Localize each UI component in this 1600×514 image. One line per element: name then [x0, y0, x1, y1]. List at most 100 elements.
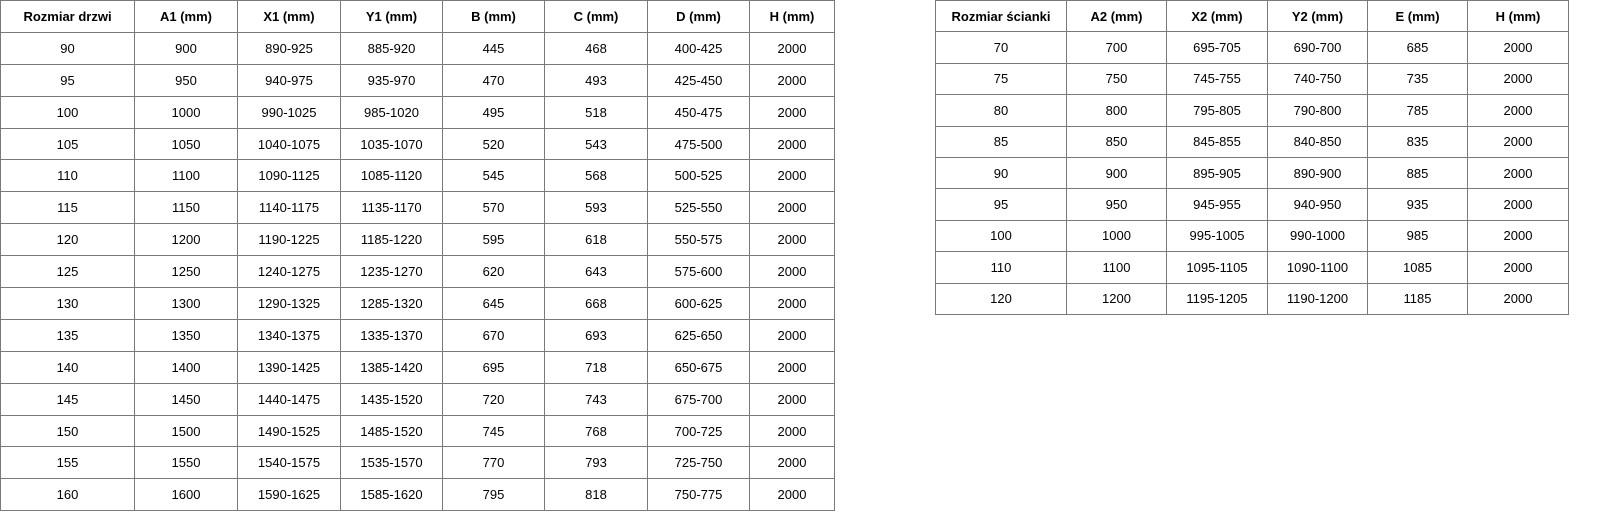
table-cell: 740-750: [1267, 62, 1368, 96]
table-cell: 2000: [749, 255, 835, 289]
table-cell: 1235-1270: [340, 255, 443, 289]
table-cell: 1250: [134, 255, 238, 289]
table-row: 90 900 895-905 890-900 885 2000: [935, 156, 1569, 190]
table-cell: 735: [1367, 62, 1468, 96]
table-cell: 2000: [1467, 188, 1569, 221]
table-row: 115 1150 1140-1175 1135-1170 570 593 525-550 20…: [0, 191, 835, 225]
table-row: 110 1100 1090-1125 1085-1120 545 568 500-525 20…: [0, 159, 835, 193]
table-cell: 468: [544, 31, 648, 65]
table-cell: 2000: [749, 63, 835, 97]
table-cell: 670: [442, 318, 545, 352]
table-cell: 2000: [749, 414, 835, 448]
table-cell: 985-1020: [340, 95, 443, 129]
table-cell: 1335-1370: [340, 318, 443, 352]
table-cell: 2000: [749, 31, 835, 65]
table-cell: 935: [1367, 188, 1468, 221]
table-cell: 985: [1367, 219, 1468, 253]
table-cell: 100: [935, 219, 1067, 253]
table-row: 110 1100 1095-1105 1090-1100 1085 2000: [935, 251, 1569, 284]
table-row: 95 950 940-975 935-970 470 493 425-450 2000: [0, 63, 835, 97]
table-cell: 1550: [134, 446, 238, 480]
column-header: E (mm): [1367, 0, 1468, 33]
table-cell: 2000: [1467, 125, 1569, 158]
table-cell: 575-600: [647, 255, 750, 289]
table-cell: 1190-1200: [1267, 282, 1368, 315]
table-cell: 2000: [749, 446, 835, 480]
table-row: 80 800 795-805 790-800 785 2000: [935, 94, 1569, 127]
table-cell: 795: [442, 478, 545, 512]
table-cell: 625-650: [647, 318, 750, 352]
table-cell: 150: [0, 414, 135, 448]
table-cell: 725-750: [647, 446, 750, 480]
table-cell: 1350: [134, 318, 238, 352]
table-cell: 900: [1066, 156, 1167, 190]
table-row: 130 1300 1290-1325 1285-1320 645 668 600-625 20…: [0, 287, 835, 320]
column-header: Rozmiar ścianki: [935, 0, 1067, 33]
table-cell: 600-625: [647, 287, 750, 320]
table-cell: 785: [1367, 94, 1468, 127]
table-cell: 1095-1105: [1166, 251, 1268, 284]
table-cell: 1000: [134, 95, 238, 129]
table-cell: 525-550: [647, 191, 750, 225]
table-cell: 1540-1575: [237, 446, 341, 480]
table-cell: 568: [544, 159, 648, 193]
table-cell: 545: [442, 159, 545, 193]
table-cell: 1195-1205: [1166, 282, 1268, 315]
table-cell: 2000: [1467, 156, 1569, 190]
table-cell: 2000: [1467, 282, 1569, 315]
table-cell: 840-850: [1267, 125, 1368, 158]
table-cell: 1050: [134, 127, 238, 161]
table-cell: 990-1025: [237, 95, 341, 129]
table-row: 95 950 945-955 940-950 935 2000: [935, 188, 1569, 221]
table-cell: 750: [1066, 62, 1167, 96]
column-header: A2 (mm): [1066, 0, 1167, 33]
column-header: H (mm): [749, 0, 835, 33]
table-cell: 1240-1275: [237, 255, 341, 289]
table-cell: 1135-1170: [340, 191, 443, 225]
table-cell: 950: [134, 63, 238, 97]
column-header: X2 (mm): [1166, 0, 1268, 33]
table-cell: 1585-1620: [340, 478, 443, 512]
table-cell: 425-450: [647, 63, 750, 97]
table-cell: 1185-1220: [340, 223, 443, 257]
table-cell: 1085-1120: [340, 159, 443, 193]
column-header: Y1 (mm): [340, 0, 443, 33]
table-cell: 2000: [749, 191, 835, 225]
table-row: 145 1450 1440-1475 1435-1520 720 743 675-700 20…: [0, 382, 835, 416]
table-cell: 125: [0, 255, 135, 289]
table-cell: 2000: [1467, 219, 1569, 253]
table-cell: 890-900: [1267, 156, 1368, 190]
table-cell: 695: [442, 350, 545, 384]
table-cell: 570: [442, 191, 545, 225]
table-cell: 100: [0, 95, 135, 129]
table-cell: 1590-1625: [237, 478, 341, 512]
table-cell: 1185: [1367, 282, 1468, 315]
table-cell: 1100: [134, 159, 238, 193]
table-cell: 1385-1420: [340, 350, 443, 384]
table-cell: 2000: [749, 159, 835, 193]
table-cell: 668: [544, 287, 648, 320]
table-cell: 1485-1520: [340, 414, 443, 448]
table-cell: 643: [544, 255, 648, 289]
table-cell: 1090-1100: [1267, 251, 1368, 284]
table-cell: 768: [544, 414, 648, 448]
table-cell: 1535-1570: [340, 446, 443, 480]
table-cell: 1600: [134, 478, 238, 512]
table-cell: 2000: [749, 95, 835, 129]
table-cell: 850: [1066, 125, 1167, 158]
table-cell: 940-950: [1267, 188, 1368, 221]
table-cell: 750-775: [647, 478, 750, 512]
table-cell: 145: [0, 382, 135, 416]
table-cell: 650-675: [647, 350, 750, 384]
table-cell: 645: [442, 287, 545, 320]
table-cell: 1190-1225: [237, 223, 341, 257]
table-cell: 1490-1525: [237, 414, 341, 448]
table-cell: 745: [442, 414, 545, 448]
table-row: 100 1000 995-1005 990-1000 985 2000: [935, 219, 1569, 253]
table-cell: 160: [0, 478, 135, 512]
table-row: 105 1050 1040-1075 1035-1070 520 543 475-500 20…: [0, 127, 835, 161]
table-cell: 75: [935, 62, 1067, 96]
table-cell: 945-955: [1166, 188, 1268, 221]
table-cell: 718: [544, 350, 648, 384]
table-cell: 135: [0, 318, 135, 352]
